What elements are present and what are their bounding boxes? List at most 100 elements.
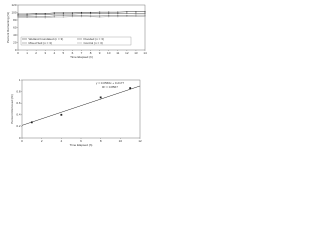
data-point [26, 13, 28, 15]
data-point [44, 17, 46, 19]
data-point [62, 16, 64, 18]
x-tick-label: 12 [138, 139, 142, 143]
y-tick-label: 100 [11, 10, 16, 14]
data-point [108, 13, 110, 15]
data-point [35, 13, 37, 15]
x-tick-label: 3 [44, 51, 46, 55]
y-tick-label: 20 [13, 40, 17, 44]
x-tick-label: 1 [26, 51, 28, 55]
data-point [71, 16, 74, 18]
data-point [117, 11, 119, 13]
trendline [21, 85, 141, 126]
data-point [126, 12, 128, 14]
data-point [17, 15, 19, 17]
data-point [108, 14, 110, 17]
data-point [108, 16, 110, 18]
y-tick-label: 0.6 [16, 101, 21, 105]
x-tick-label: 0 [21, 139, 23, 143]
r-squared: R² = 0.8567 [102, 85, 118, 89]
data-point [117, 13, 119, 15]
x-tick-label: 0 [17, 51, 19, 55]
x-tick-label: 2 [41, 139, 43, 143]
data-point [17, 13, 19, 15]
y-tick-label: 0.8 [16, 89, 21, 93]
y-tick-label: 0.4 [16, 113, 21, 117]
x-tick-label: 4 [60, 139, 62, 143]
data-point [35, 14, 37, 16]
x-tick-label: 10 [107, 51, 111, 55]
data-point [135, 15, 137, 17]
data-point [80, 11, 83, 14]
x-tick-label: 2 [35, 51, 37, 55]
x-tick-label: 14 [143, 51, 147, 55]
y-tick-label: 60 [13, 25, 17, 29]
x-tick-label: 5 [63, 51, 65, 55]
data-point [62, 12, 64, 14]
legend-label: Control (n = 3) [84, 41, 103, 45]
x-tick-label: 4 [53, 51, 55, 55]
data-point [99, 15, 101, 17]
page: 0 20 40 60 80 100 120 0 1 2 3 4 5 6 7 8 9 10 11 12 13 14 Time … [5, 2, 147, 147]
data-point [26, 16, 28, 18]
legend-box [20, 36, 132, 46]
data-point [99, 16, 101, 18]
y-tick-label: 0 [19, 136, 21, 140]
x-tick-label: 12 [125, 51, 129, 55]
data-point [117, 16, 119, 18]
y-axis-title: Percent Remaining (%) [6, 12, 10, 43]
data-point [99, 13, 101, 15]
data-point [71, 13, 74, 15]
data-point [71, 14, 74, 17]
x-tick-label: 9 [99, 51, 101, 55]
x-tick-label: 6 [72, 51, 74, 55]
data-point [44, 16, 46, 18]
x-tick-label: 13 [134, 51, 138, 55]
data-point [89, 13, 92, 15]
data-point [89, 11, 92, 14]
data-point [89, 16, 92, 18]
x-tick-label: 8 [100, 139, 102, 143]
y-tick-label: 40 [13, 33, 17, 37]
data-point [80, 14, 83, 17]
x-tick-label: 11 [116, 51, 119, 55]
y-tick-label: 1 [19, 78, 21, 82]
x-tick-label: 7 [81, 51, 83, 55]
data-point [144, 14, 146, 16]
legend-label: Flooded (n = 3) [84, 37, 104, 41]
data-point [53, 16, 55, 18]
data-point [26, 15, 28, 17]
y-tick-label: 120 [11, 3, 16, 7]
legend-label: Wetland Inundated (n = 3) [29, 37, 64, 41]
data-point [44, 13, 46, 15]
data-point [108, 11, 110, 13]
x-axis-title: Time Elapsed (h) [70, 55, 93, 59]
data-point [135, 12, 137, 14]
data-point [117, 14, 119, 17]
data-point [17, 14, 19, 16]
plot-frame [21, 79, 141, 139]
y-tick-label: 0.2 [16, 124, 21, 128]
data-point [144, 11, 146, 13]
trend-equation: y = 0.0566x + 0.2177 [96, 81, 125, 85]
data-point [26, 14, 28, 16]
x-tick-label: 10 [119, 139, 123, 143]
x-tick-label: 8 [90, 51, 92, 55]
data-point [135, 11, 137, 13]
data-point [53, 12, 55, 14]
data-point [126, 11, 128, 13]
data-point [144, 15, 146, 17]
data-point [99, 96, 102, 99]
legend-label: Mixed Soil (n = 3) [29, 41, 52, 45]
data-point [53, 15, 55, 17]
y-tick-label: 80 [13, 18, 17, 22]
data-point [17, 16, 19, 18]
data-point [144, 12, 146, 14]
data-point [129, 87, 132, 90]
data-point [80, 16, 83, 18]
data-point [135, 14, 137, 16]
x-axis-title: Time Elapsed (h) [70, 143, 93, 147]
data-point [53, 13, 55, 15]
data-point [80, 13, 83, 15]
data-point [35, 16, 37, 18]
